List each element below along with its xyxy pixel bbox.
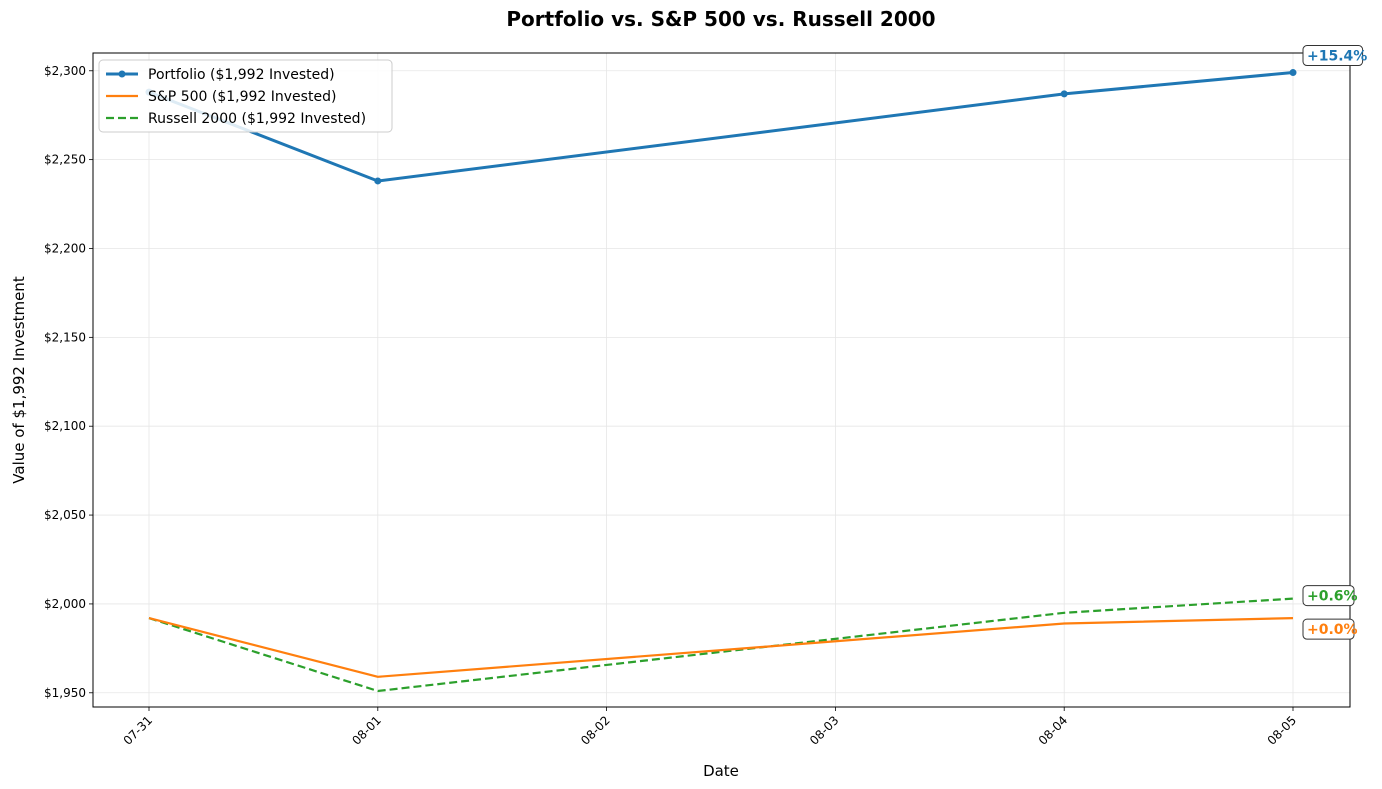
plot-frame: [92, 52, 1351, 708]
legend: Portfolio ($1,992 Invested) S&P 500 ($1,9…: [98, 59, 393, 133]
y-tick-label: $2,000: [44, 597, 86, 611]
end-label-box: [1302, 585, 1355, 607]
series-point: [374, 177, 382, 185]
end-label: +0.6%: [1307, 589, 1358, 605]
series-point: [1289, 69, 1297, 77]
end-label-box: [1302, 618, 1355, 640]
end-label-box: [1302, 45, 1364, 67]
legend-marker: [118, 70, 126, 78]
series-line: [148, 597, 1294, 693]
legend-entry: Russell 2000 ($1,992 Invested): [148, 111, 366, 127]
legend-entry: S&P 500 ($1,992 Invested): [148, 89, 336, 105]
y-tick-label: $1,950: [44, 686, 86, 700]
y-tick-label: $2,300: [44, 64, 86, 78]
end-label: +15.4%: [1307, 49, 1367, 65]
y-tick-label: $2,150: [44, 330, 86, 344]
y-tick-label: $2,200: [44, 241, 86, 255]
series-line: [148, 71, 1294, 183]
series-layer: [145, 69, 1297, 693]
y-tick-label: $2,250: [44, 153, 86, 167]
series-line: [148, 617, 1294, 678]
y-tick-label: $2,050: [44, 508, 86, 522]
y-axis-label: Value of $1,992 Investment: [10, 276, 28, 484]
chart-title: Portfolio vs. S&P 500 vs. Russell 2000: [506, 7, 935, 31]
end-labels: +15.4% +0.0% +0.6%: [1302, 45, 1367, 640]
x-axis-label: Date: [703, 762, 739, 780]
end-label: +0.0%: [1307, 622, 1358, 638]
legend-entry: Portfolio ($1,992 Invested): [148, 67, 335, 83]
series-point: [1060, 90, 1068, 98]
legend-box: [98, 59, 393, 133]
y-tick-label: $2,100: [44, 419, 86, 433]
